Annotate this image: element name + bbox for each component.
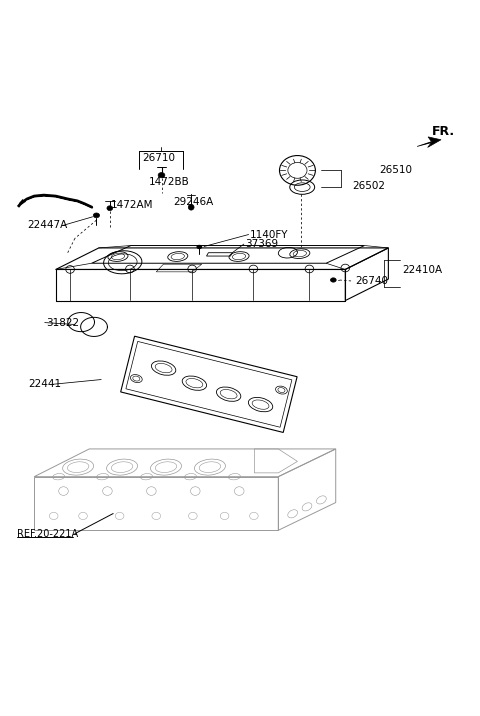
Polygon shape xyxy=(417,137,441,147)
Text: 1472BB: 1472BB xyxy=(149,178,190,188)
Text: 22410A: 22410A xyxy=(403,266,443,276)
Text: 26740: 26740 xyxy=(355,276,388,286)
Text: 26710: 26710 xyxy=(142,153,175,163)
Ellipse shape xyxy=(188,204,194,210)
Text: 26502: 26502 xyxy=(352,180,385,190)
Ellipse shape xyxy=(158,173,165,178)
Ellipse shape xyxy=(107,205,113,211)
Text: 31822: 31822 xyxy=(46,318,79,328)
Text: 26510: 26510 xyxy=(379,165,412,175)
Ellipse shape xyxy=(93,213,99,218)
Ellipse shape xyxy=(330,278,336,282)
Ellipse shape xyxy=(197,246,202,248)
Text: 22441: 22441 xyxy=(28,379,61,390)
Text: REF.20-221A: REF.20-221A xyxy=(17,528,79,538)
Text: 37369: 37369 xyxy=(245,239,278,249)
Text: 29246A: 29246A xyxy=(173,197,213,207)
Text: 1140FY: 1140FY xyxy=(250,230,288,240)
Text: 1472AM: 1472AM xyxy=(111,200,153,210)
Text: FR.: FR. xyxy=(432,125,455,137)
Text: 22447A: 22447A xyxy=(27,221,67,231)
